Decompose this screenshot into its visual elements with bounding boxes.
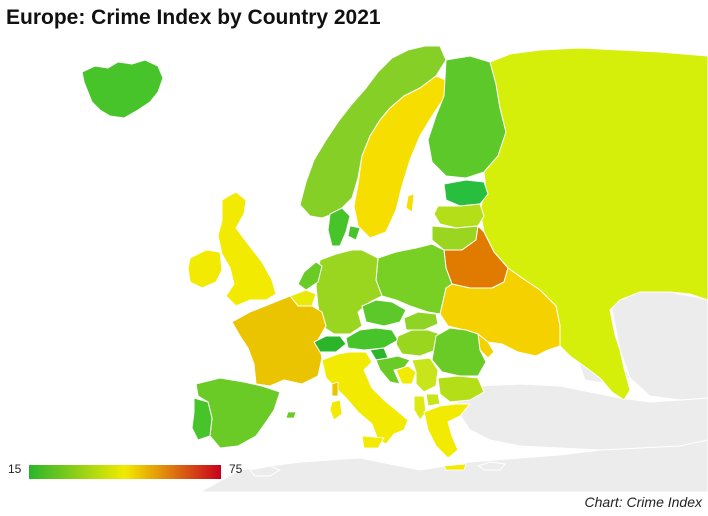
country-macedonia xyxy=(425,393,441,407)
legend-gradient-bar xyxy=(29,465,221,479)
country-albania xyxy=(413,395,427,421)
country-poland xyxy=(375,243,453,315)
country-bulgaria xyxy=(437,375,485,403)
island-gotland xyxy=(405,193,415,213)
island-sicily xyxy=(361,435,385,449)
chart-source-credit: Chart: Crime Index xyxy=(584,494,702,510)
country-netherlands xyxy=(297,261,323,291)
country-france xyxy=(231,295,327,387)
country-greece xyxy=(423,403,471,459)
legend-max-label: 75 xyxy=(229,462,243,476)
country-czechia xyxy=(361,299,407,327)
country-serbia xyxy=(411,357,439,393)
country-estonia xyxy=(443,179,489,207)
island-crete xyxy=(443,463,467,471)
europe-choropleth-map xyxy=(0,46,708,492)
country-bosnia xyxy=(395,365,417,385)
country-romania xyxy=(431,327,487,377)
country-portugal xyxy=(191,397,213,441)
country-switzerland xyxy=(313,335,347,353)
country-ireland xyxy=(187,249,223,289)
legend-min-label: 15 xyxy=(8,462,22,476)
country-italy xyxy=(321,351,409,445)
country-uk xyxy=(217,191,277,307)
country-slovakia xyxy=(403,311,439,331)
country-norway xyxy=(299,46,447,219)
country-latvia xyxy=(433,203,485,229)
map-title: Europe: Crime Index by Country 2021 xyxy=(6,6,381,29)
island-balearic xyxy=(285,411,297,419)
island-zealand xyxy=(347,225,361,241)
country-iceland xyxy=(81,59,164,119)
island-sardinia xyxy=(329,399,343,421)
country-denmark xyxy=(327,207,351,247)
island-corsica xyxy=(331,381,339,397)
